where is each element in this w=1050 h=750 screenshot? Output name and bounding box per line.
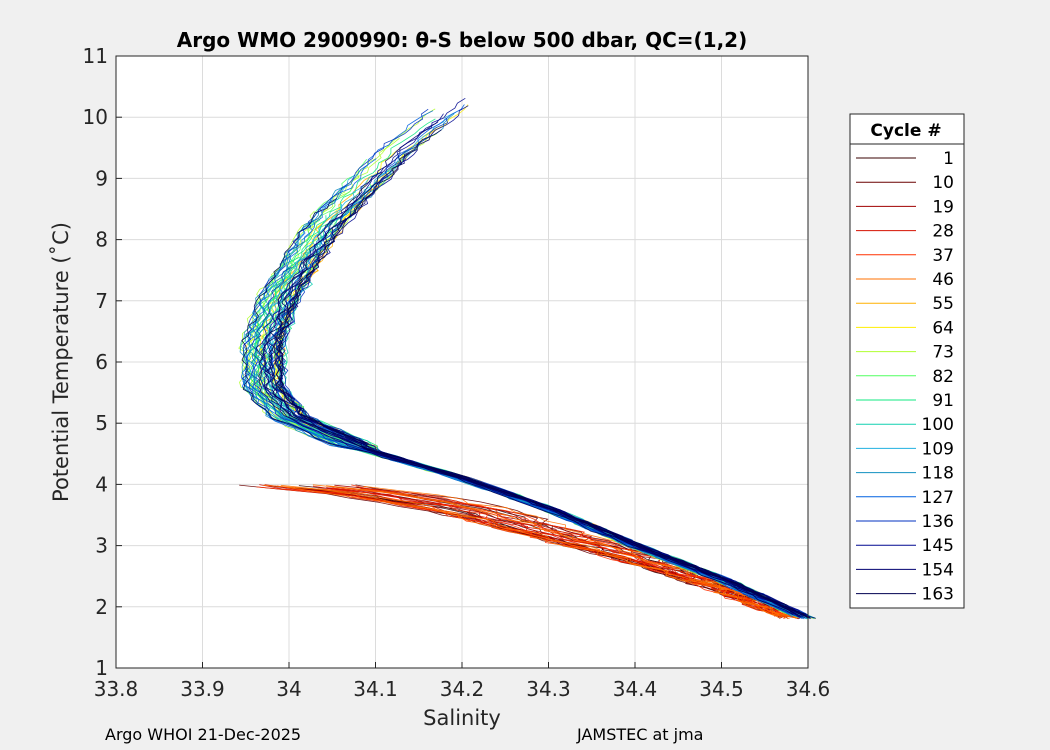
- legend-entry-label: 19: [932, 197, 954, 217]
- legend-entries: 1 10 19 28 37 46 55 64 73 82 91 100 109 118 127 136 145 1…: [856, 149, 954, 605]
- legend-entry-label: 154: [922, 560, 954, 580]
- legend-entry-label: 118: [922, 464, 954, 484]
- x-tick-label: 33.8: [94, 677, 139, 701]
- y-tick-label: 10: [83, 105, 108, 129]
- y-tick-label: 2: [95, 595, 108, 619]
- legend-entry-label: 46: [932, 270, 954, 290]
- footer-left: Argo WHOI 21-Dec-2025: [105, 725, 302, 744]
- x-tick-label: 34.4: [613, 677, 658, 701]
- legend-entry-label: 136: [922, 512, 954, 532]
- legend-entry-label: 10: [932, 173, 954, 193]
- x-tick-label: 34.5: [699, 677, 744, 701]
- legend-entry-label: 64: [932, 318, 954, 338]
- legend-title: Cycle #: [870, 121, 941, 141]
- y-tick-label: 6: [95, 350, 108, 374]
- y-tick-label: 3: [95, 534, 108, 558]
- y-tick-label: 9: [95, 166, 108, 190]
- legend-entry-label: 1: [943, 149, 954, 169]
- profile-line: [275, 152, 816, 619]
- legend: Cycle # 1 10 19 28 37 46 55 64 73 82 91 100 109 118 12…: [849, 113, 965, 609]
- legend-entry-label: 127: [922, 488, 954, 508]
- x-ticks: 33.8 33.9 34 34.1 34.2 34.3 34.4 34.5 34.6: [94, 662, 831, 701]
- chart-title: Argo WMO 2900990: θ-S below 500 dbar, QC…: [177, 28, 747, 52]
- x-tick-label: 34.3: [526, 677, 571, 701]
- profile-curves: [238, 97, 816, 620]
- profile-line: [241, 198, 794, 615]
- y-tick-label: 5: [95, 411, 108, 435]
- legend-entry-label: 163: [922, 585, 954, 605]
- legend-entry-label: 73: [932, 343, 954, 363]
- x-tick-label: 34.6: [786, 677, 831, 701]
- footer-right: JAMSTEC at jma: [577, 725, 704, 744]
- legend-entry-label: 145: [922, 536, 954, 556]
- profile-line: [280, 484, 798, 619]
- y-axis-label: Potential Temperature (˚C): [49, 222, 73, 502]
- profile-line: [326, 485, 790, 619]
- profile-line: [279, 279, 813, 618]
- legend-entry-label: 37: [932, 246, 954, 266]
- y-tick-label: 11: [83, 44, 108, 68]
- profile-line: [275, 325, 806, 615]
- x-tick-label: 33.9: [180, 677, 225, 701]
- legend-entry-label: 28: [932, 222, 954, 242]
- legend-box: [849, 113, 965, 609]
- y-tick-label: 7: [95, 289, 108, 313]
- legend-entry-label: 109: [922, 439, 954, 459]
- x-tick-label: 34: [276, 677, 301, 701]
- profile-line: [317, 488, 795, 618]
- legend-entry-label: 55: [932, 294, 954, 314]
- profile-line: [312, 484, 798, 618]
- legend-entry-label: 82: [932, 367, 954, 387]
- profile-line: [328, 487, 786, 618]
- legend-entry-label: 100: [922, 415, 954, 435]
- y-tick-label: 4: [95, 472, 108, 496]
- x-tick-label: 34.1: [353, 677, 398, 701]
- profile-line: [363, 485, 780, 616]
- x-axis-label: Salinity: [423, 706, 501, 730]
- y-ticks: 1 2 3 4 5 6 7 8 9 10 11: [83, 44, 122, 680]
- profile-line: [332, 487, 779, 617]
- y-tick-label: 1: [95, 656, 108, 680]
- profile-line: [277, 197, 811, 619]
- x-tick-label: 34.2: [440, 677, 485, 701]
- legend-entry-label: 91: [932, 391, 954, 411]
- y-tick-label: 8: [95, 228, 108, 252]
